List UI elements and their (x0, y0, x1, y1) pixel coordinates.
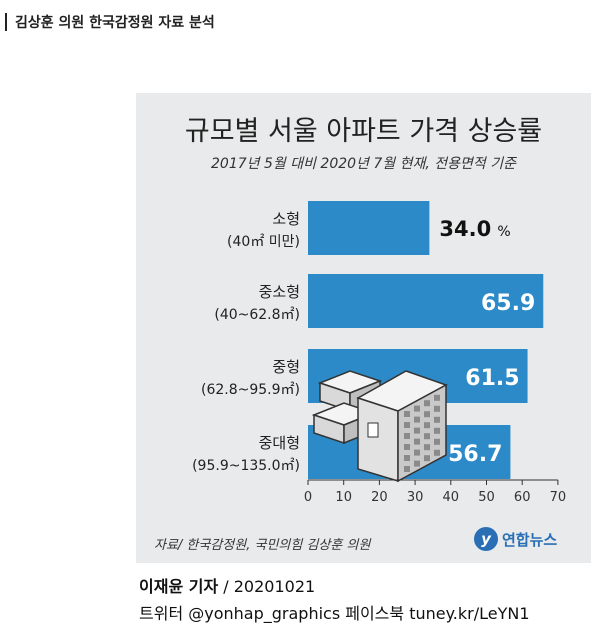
data-label: 65.9 (481, 291, 535, 316)
building-shape (434, 394, 440, 401)
yonhap-logo-text: 연합뉴스 (502, 530, 558, 549)
x-tick-label: 0 (304, 490, 312, 505)
publish-date: / 20201021 (223, 577, 316, 596)
category-range: (40~62.8㎡) (214, 307, 300, 323)
building-shape (367, 422, 379, 438)
data-label: 56.7 (448, 442, 502, 467)
top-heading: 김상훈 의원 한국감정원 자료 분석 (5, 11, 215, 33)
heading-text: 김상훈 의원 한국감정원 자료 분석 (15, 15, 215, 31)
category-label: 중대형 (259, 434, 300, 452)
yonhap-logo-icon: y (474, 527, 498, 551)
building-shape (414, 405, 420, 412)
building-shape (414, 416, 420, 423)
building-shape (404, 455, 410, 461)
x-tick-label: 60 (514, 490, 531, 505)
author-name: 이재윤 기자 (139, 577, 219, 596)
heading-bar (5, 13, 7, 31)
chart-title: 규모별 서울 아파트 가격 상승률 (184, 116, 543, 147)
building-shape (424, 422, 430, 429)
data-label: 61.5 (465, 366, 519, 391)
building-shape (434, 449, 440, 456)
building-shape (434, 438, 440, 445)
x-tick-label: 50 (478, 490, 495, 505)
building-shape (414, 449, 420, 456)
building-shape (414, 438, 420, 445)
building-shape (357, 396, 399, 483)
x-tick-label: 30 (407, 490, 424, 505)
bar-1 (308, 201, 430, 255)
infographic-card: 규모별 서울 아파트 가격 상승률 2017년 5월 대비 2020년 7월 현… (136, 93, 591, 563)
building-shape (404, 444, 410, 450)
building-shape (404, 411, 410, 417)
credit-line: 이재윤 기자 / 20201021 (139, 573, 315, 597)
x-tick-label: 20 (371, 490, 388, 505)
data-label: 34.0 (439, 217, 491, 241)
category-label: 중형 (272, 358, 300, 376)
chart-subtitle: 2017년 5월 대비 2020년 7월 현재, 전용면적 기준 (211, 156, 516, 172)
building-shape (424, 444, 430, 451)
building-shape (414, 460, 420, 467)
building-shape (424, 411, 430, 418)
building-shape (424, 455, 430, 462)
building-shape (434, 416, 440, 423)
building-shape (434, 427, 440, 434)
bar-chart: 소형 (40㎡ 미만) 34.0 % 중소형 (40~62.8㎡) 65.9 중형 (62.8~… (192, 201, 567, 505)
building-shape (404, 422, 410, 428)
x-tick-label: 10 (335, 490, 352, 505)
data-label-unit: % (497, 224, 510, 240)
apartment-building-icon (311, 370, 448, 483)
social-line: 트위터 @yonhap_graphics 페이스북 tuney.kr/LeYN1 (139, 604, 530, 623)
bar-2 (308, 274, 544, 328)
building-shape (404, 466, 410, 472)
building-shape (424, 400, 430, 407)
category-range: (40㎡ 미만) (227, 234, 300, 250)
x-tick-label: 40 (443, 490, 460, 505)
source-note: 자료/ 한국감정원, 국민의힘 김상훈 의원 (154, 538, 371, 553)
yonhap-logo: y 연합뉴스 (474, 527, 557, 551)
building-shape (414, 427, 420, 434)
category-range: (62.8~95.9㎡) (201, 382, 300, 398)
x-tick-label: 70 (550, 490, 567, 505)
building-shape (404, 433, 410, 439)
building-shape (424, 433, 430, 440)
category-label: 중소형 (259, 283, 300, 301)
category-range: (95.9~135.0㎡) (192, 458, 300, 474)
building-shape (434, 405, 440, 412)
category-label: 소형 (272, 210, 300, 228)
